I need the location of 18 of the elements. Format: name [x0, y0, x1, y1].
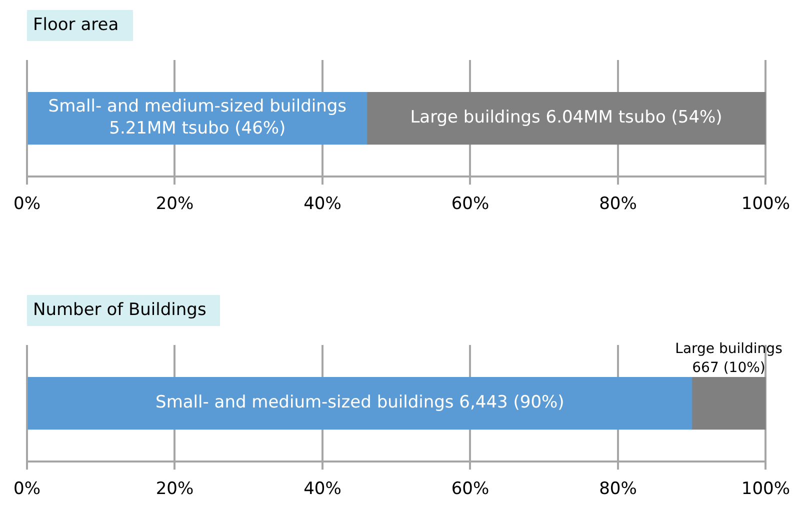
x-tick-label: 80%	[599, 194, 637, 214]
x-tick-label: 60%	[451, 479, 490, 500]
annotation: Large buildings 667 (10%)	[675, 340, 782, 376]
x-tick-label: 0%	[14, 194, 40, 214]
x-tick-label: 80%	[599, 479, 637, 500]
x-tick-label: 20%	[156, 479, 194, 500]
chart-title: Number of Buildings	[27, 295, 220, 326]
x-tick-label: 100%	[741, 194, 790, 214]
chart-title: Floor area	[27, 10, 133, 41]
data-label: Small- and medium-sized buildings 5.21MM tsubo (46%)	[48, 96, 347, 139]
x-tick-label: 100%	[741, 479, 790, 500]
x-tick-label: 40%	[304, 194, 342, 214]
data-label: Large buildings 6.04MM tsubo (54%)	[410, 108, 722, 128]
x-tick-label: 40%	[304, 479, 342, 500]
x-tick-label: 0%	[14, 479, 40, 500]
x-tick-label: 20%	[156, 194, 194, 214]
data-label: Small- and medium-sized buildings 6,443 (90%)	[156, 392, 564, 413]
x-tick-label: 60%	[451, 194, 490, 214]
